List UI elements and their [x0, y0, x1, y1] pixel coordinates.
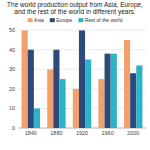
- bar: [111, 54, 117, 128]
- bar: [85, 60, 91, 128]
- x-tick-label: 1880: [50, 130, 62, 136]
- bar: [124, 40, 130, 128]
- y-tick-label: 40: [9, 47, 15, 53]
- bar: [22, 30, 28, 128]
- x-tick-label: 1920: [76, 130, 88, 136]
- legend-label: Asia: [34, 17, 44, 23]
- y-tick-label: 50: [9, 27, 15, 33]
- legend: Asia Europe Rest of the world: [28, 17, 123, 23]
- y-tick-label: 30: [9, 66, 15, 72]
- legend-label: Rest of the world: [85, 17, 123, 23]
- bars: [22, 30, 143, 128]
- legend-swatch: [50, 18, 55, 22]
- y-tick-label: 20: [9, 86, 15, 92]
- bar: [98, 79, 104, 128]
- bar: [130, 73, 136, 128]
- y-tick-label: 0: [12, 125, 15, 131]
- y-tick-label: 10: [9, 105, 15, 111]
- bar: [53, 50, 59, 128]
- legend-label: Europe: [56, 17, 72, 23]
- bar: [105, 54, 111, 128]
- legend-swatch: [28, 18, 33, 22]
- x-tick-label: 1840: [25, 130, 37, 136]
- title: The world production output from Asia, E…: [7, 1, 143, 16]
- legend-swatch: [78, 18, 83, 22]
- bar: [73, 89, 79, 128]
- bar: [136, 65, 142, 128]
- x-tick-label: 1960: [101, 130, 113, 136]
- bar: [28, 50, 34, 128]
- bar: [34, 108, 40, 128]
- bar: [59, 79, 65, 128]
- x-tick-label: 2000: [127, 130, 139, 136]
- bar: [47, 69, 53, 128]
- chart: The world production output from Asia, E…: [0, 0, 150, 150]
- bar: [79, 30, 85, 128]
